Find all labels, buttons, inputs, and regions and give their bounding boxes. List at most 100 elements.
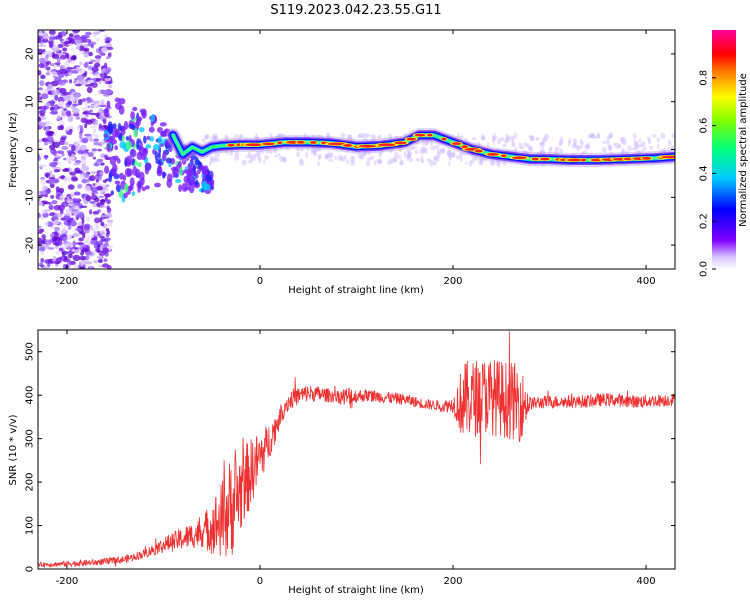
spectrogram-halo	[587, 134, 592, 139]
spectrogram-blob	[154, 150, 159, 161]
spectrogram-halo	[327, 153, 332, 159]
spectrogram-noise-blob	[44, 154, 48, 160]
spectrogram-halo	[649, 145, 654, 150]
spectrogram-core	[309, 141, 317, 144]
spectrogram-halo	[647, 136, 651, 142]
spectrogram-y-ticks: -20 -10 0 10 20	[25, 48, 675, 253]
spectrogram-halo	[241, 159, 248, 166]
spectrogram-halo	[362, 132, 368, 140]
colorbar-gradient	[712, 30, 736, 269]
snr-y-tick-label: 500	[25, 342, 36, 361]
spectrogram-blob	[156, 126, 164, 133]
spectrogram-blob	[125, 140, 132, 150]
spectrogram-noise-blob	[80, 205, 88, 209]
spectrogram-noise-blob	[39, 164, 48, 168]
spectrogram-halo	[660, 132, 666, 139]
spectrogram-noise-blob	[103, 72, 108, 77]
spectrogram-noise-blob	[63, 141, 69, 146]
spectrogram-y-tick-label: 20	[25, 48, 36, 61]
spectrogram-noise-blob	[84, 100, 88, 107]
spectrogram-halo	[214, 154, 218, 162]
spectrogram-noise-blob	[69, 37, 75, 42]
spectrogram-x-tick-label: 200	[443, 276, 462, 287]
spectrogram-noise-blob	[40, 116, 47, 120]
spectrogram-core	[641, 157, 652, 160]
spectrogram-noise-blob	[48, 179, 55, 185]
spectrogram-blob	[124, 168, 132, 177]
spectrogram-noise-blob	[71, 99, 75, 105]
spectrogram-noise-blob	[88, 51, 93, 57]
spectrogram-noise-blob	[89, 41, 97, 46]
spectrogram-noise-blob	[100, 205, 106, 209]
spectrogram-halo	[607, 144, 613, 151]
spectrogram-blob	[130, 111, 135, 120]
spectrogram-noise-blob	[72, 30, 80, 34]
spectrogram-noise-blob	[74, 211, 78, 218]
spectrogram-noise-blob	[63, 176, 71, 182]
spectrogram-noise-blob	[39, 57, 46, 63]
spectrogram-halo	[608, 144, 612, 152]
spectrogram-noise-blob	[44, 259, 52, 264]
spectrogram-noise-blob	[84, 123, 88, 129]
spectrogram-blob	[179, 166, 183, 176]
spectrogram-blob	[106, 100, 111, 109]
spectrogram-noise-blob	[83, 62, 89, 68]
spectrogram-noise-blob	[38, 225, 42, 229]
spectrogram-noise-blob	[89, 225, 94, 231]
spectrogram-noise-blob	[38, 216, 45, 220]
snr-line	[38, 331, 675, 568]
spectrogram-noise-blob	[85, 251, 93, 256]
spectrogram-halo	[365, 160, 371, 167]
spectrogram-noise-blob	[94, 73, 101, 79]
spectrogram-noise-blob	[52, 133, 57, 137]
spectrogram-halo	[426, 158, 431, 163]
spectrogram-noise-blob	[56, 150, 65, 155]
spectrogram-halo	[213, 136, 218, 141]
spectrogram-halo	[248, 160, 252, 164]
spectrogram-noise-blob	[53, 169, 61, 173]
spectrogram-noise-blob	[91, 148, 98, 152]
spectrogram-noise-blob	[59, 54, 67, 60]
spectrogram-noise-blob	[88, 61, 93, 65]
spectrogram-blob	[192, 165, 196, 172]
spectrogram-halo	[339, 156, 343, 161]
spectrogram-y-tick-label: -10	[25, 189, 36, 205]
spectrogram-halo	[576, 147, 580, 152]
spectrogram-halo	[568, 137, 572, 143]
spectrogram-blob	[145, 185, 150, 190]
spectrogram-noise-blob	[102, 263, 109, 268]
spectrogram-noise-blob	[73, 191, 81, 196]
spectrogram-noise-blob	[51, 200, 58, 205]
spectrogram-halo	[470, 159, 475, 164]
spectrogram-halo	[245, 155, 250, 159]
spectrogram-halo	[513, 132, 518, 139]
spectrogram-noise-blob	[64, 57, 72, 62]
spectrogram-core	[227, 143, 235, 147]
snr-line-layer	[38, 331, 675, 568]
spectrogram-blob	[148, 126, 155, 133]
spectrogram-noise-blob	[54, 62, 61, 65]
spectrogram-noise-blob	[95, 77, 101, 82]
spectrogram-noise-blob	[100, 238, 106, 242]
spectrogram-noise-blob	[104, 193, 112, 198]
spectrogram-halo	[305, 151, 309, 158]
spectrogram-halo	[634, 141, 640, 148]
spectrogram-halo	[239, 134, 242, 139]
spectrogram-noise-blob	[72, 80, 77, 84]
spectrogram-blob	[114, 145, 118, 151]
spectrogram-noise-blob	[97, 259, 103, 264]
spectrogram-blob	[145, 144, 152, 149]
spectrogram-noise-blob	[85, 119, 93, 125]
spectrogram-noise-blob	[103, 75, 111, 79]
spectrogram-noise-blob	[71, 209, 80, 212]
spectrogram-blob	[119, 172, 124, 180]
spectrogram-noise-blob	[41, 89, 48, 93]
spectrogram-noise-blob	[66, 110, 72, 117]
spectrogram-noise-blob	[53, 139, 60, 143]
spectrogram-halo	[586, 142, 590, 148]
spectrogram-halo	[209, 157, 216, 163]
spectrogram-noise-blob	[103, 258, 108, 263]
spectrogram-noise-blob	[43, 50, 52, 55]
spectrogram-halo	[389, 160, 393, 165]
